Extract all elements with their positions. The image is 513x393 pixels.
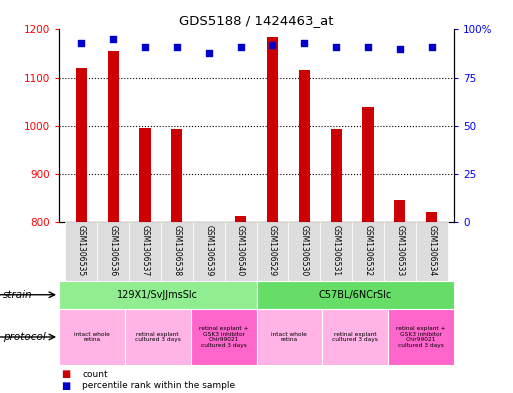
Text: GSM1306538: GSM1306538 bbox=[172, 225, 182, 276]
Bar bbox=[362, 107, 373, 222]
Bar bbox=[140, 128, 151, 222]
Text: retinal explant +
GSK3 inhibitor
Chir99021
cultured 3 days: retinal explant + GSK3 inhibitor Chir990… bbox=[199, 326, 248, 348]
Text: GSM1306535: GSM1306535 bbox=[77, 225, 86, 276]
Text: GSM1306533: GSM1306533 bbox=[396, 225, 404, 276]
Bar bbox=[256, 281, 454, 309]
Text: retinal explant
cultured 3 days: retinal explant cultured 3 days bbox=[332, 332, 378, 342]
Text: ■: ■ bbox=[62, 369, 71, 379]
Text: GSM1306531: GSM1306531 bbox=[331, 225, 341, 276]
Bar bbox=[394, 200, 405, 222]
Bar bbox=[59, 281, 256, 309]
Bar bbox=[426, 212, 437, 222]
Bar bbox=[97, 222, 129, 281]
Bar bbox=[388, 309, 454, 365]
Bar bbox=[225, 222, 256, 281]
Bar bbox=[129, 222, 161, 281]
Bar bbox=[65, 222, 97, 281]
Point bbox=[396, 46, 404, 52]
Bar bbox=[416, 222, 448, 281]
Bar bbox=[320, 222, 352, 281]
Text: count: count bbox=[82, 370, 108, 378]
Bar bbox=[288, 222, 320, 281]
Bar bbox=[191, 309, 256, 365]
Text: GSM1306529: GSM1306529 bbox=[268, 225, 277, 276]
Text: GSM1306532: GSM1306532 bbox=[364, 225, 372, 276]
Point bbox=[428, 44, 436, 50]
Text: retinal explant
cultured 3 days: retinal explant cultured 3 days bbox=[135, 332, 181, 342]
Point bbox=[205, 50, 213, 56]
Point bbox=[364, 44, 372, 50]
Bar bbox=[76, 68, 87, 222]
Point bbox=[268, 42, 277, 48]
Text: strain: strain bbox=[3, 290, 32, 300]
Point bbox=[332, 44, 340, 50]
Bar bbox=[352, 222, 384, 281]
Text: GSM1306536: GSM1306536 bbox=[109, 225, 117, 276]
Text: intact whole
retina: intact whole retina bbox=[74, 332, 110, 342]
Bar bbox=[256, 309, 322, 365]
Text: GSM1306539: GSM1306539 bbox=[204, 225, 213, 276]
Text: GSM1306530: GSM1306530 bbox=[300, 225, 309, 276]
Text: retinal explant +
GSK3 inhibitor
Chir99021
cultured 3 days: retinal explant + GSK3 inhibitor Chir990… bbox=[397, 326, 446, 348]
Bar bbox=[161, 222, 193, 281]
Text: GSM1306537: GSM1306537 bbox=[141, 225, 149, 276]
Bar bbox=[384, 222, 416, 281]
Bar bbox=[299, 70, 310, 222]
Bar bbox=[171, 129, 183, 222]
Text: C57BL/6NCrSlc: C57BL/6NCrSlc bbox=[319, 290, 392, 300]
Bar bbox=[330, 129, 342, 222]
Bar bbox=[193, 222, 225, 281]
Point bbox=[77, 40, 85, 46]
Point bbox=[236, 44, 245, 50]
Bar bbox=[322, 309, 388, 365]
Point bbox=[141, 44, 149, 50]
Text: 129X1/SvJJmsSlc: 129X1/SvJJmsSlc bbox=[117, 290, 198, 300]
Bar bbox=[59, 309, 125, 365]
Text: protocol: protocol bbox=[3, 332, 45, 342]
Point bbox=[173, 44, 181, 50]
Bar bbox=[235, 216, 246, 222]
Point bbox=[300, 40, 308, 46]
Text: GSM1306540: GSM1306540 bbox=[236, 225, 245, 276]
Bar bbox=[267, 37, 278, 222]
Point bbox=[109, 36, 117, 42]
Bar bbox=[256, 222, 288, 281]
Text: percentile rank within the sample: percentile rank within the sample bbox=[82, 382, 235, 390]
Text: GSM1306534: GSM1306534 bbox=[427, 225, 436, 276]
Bar bbox=[125, 309, 191, 365]
Text: intact whole
retina: intact whole retina bbox=[271, 332, 307, 342]
Text: GDS5188 / 1424463_at: GDS5188 / 1424463_at bbox=[179, 14, 334, 27]
Text: ■: ■ bbox=[62, 381, 71, 391]
Bar bbox=[108, 51, 119, 222]
